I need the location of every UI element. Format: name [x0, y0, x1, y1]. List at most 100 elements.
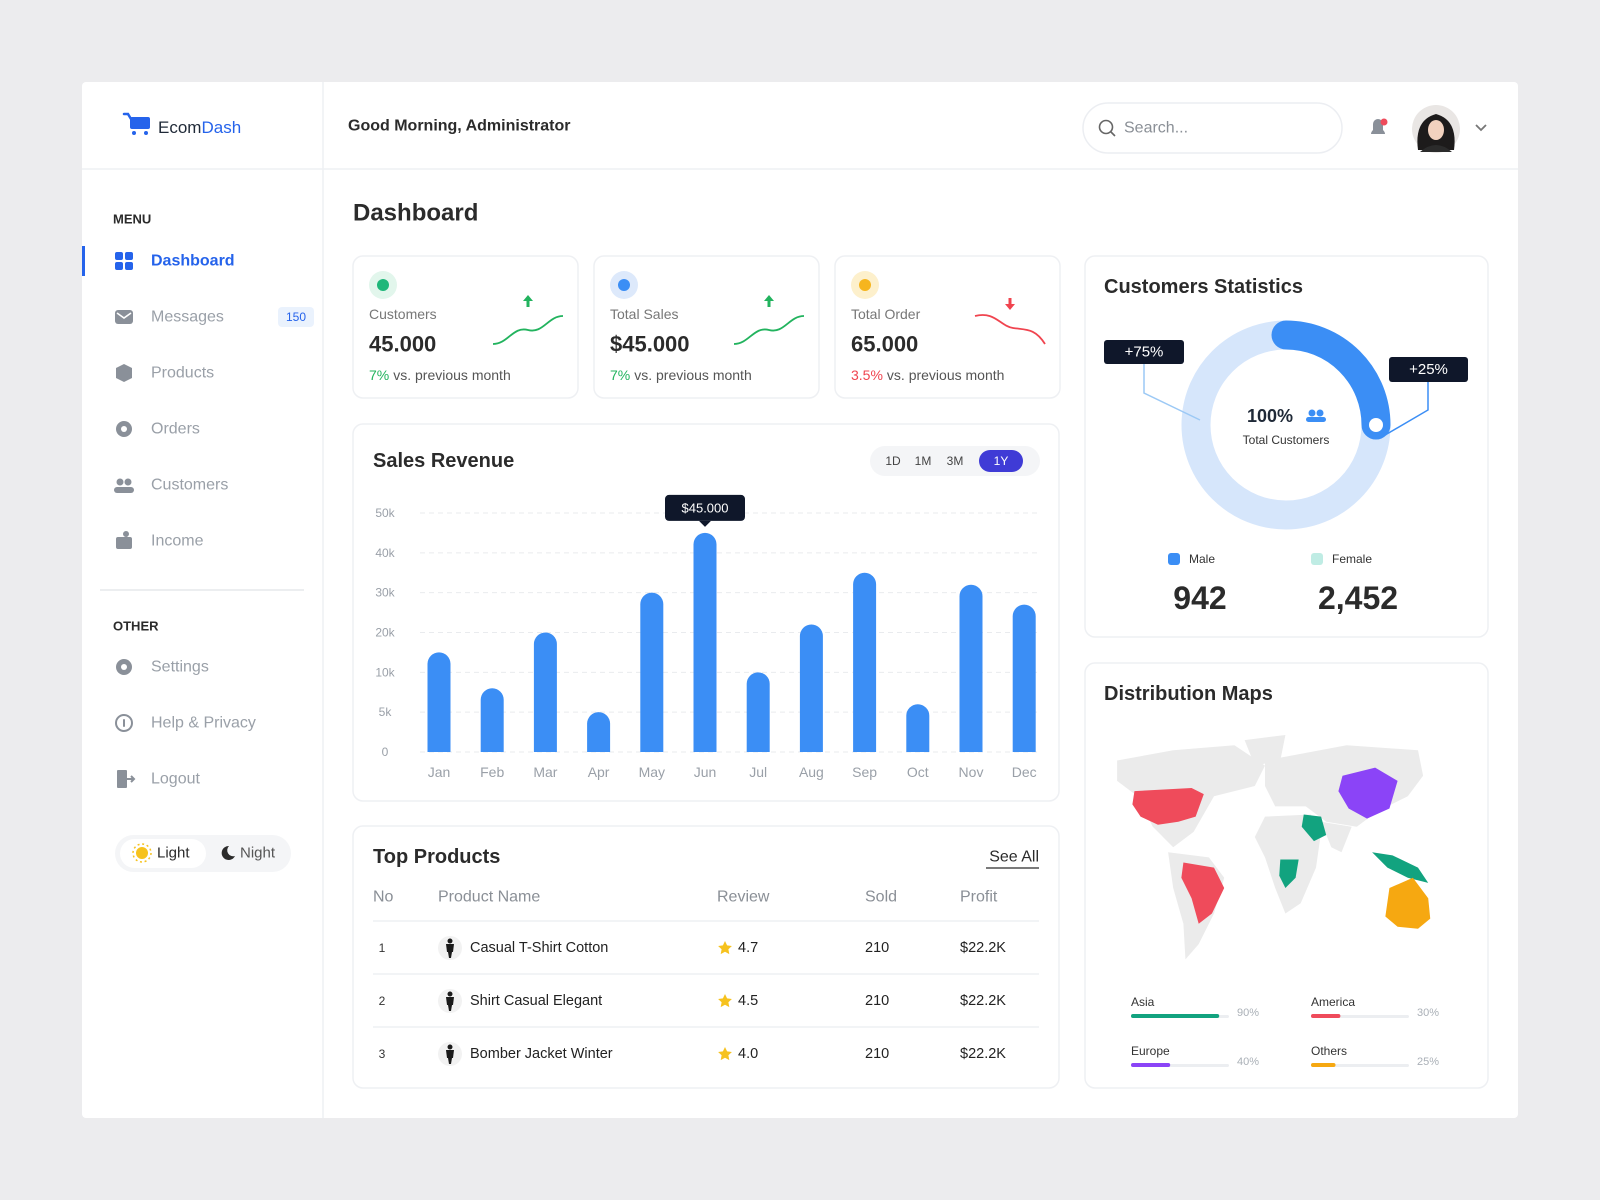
menu-icon	[115, 310, 133, 324]
see-all[interactable]: See All	[989, 849, 1039, 866]
cell-no: 1	[379, 941, 386, 955]
range-button[interactable]: 3M	[947, 454, 964, 468]
stat-value: 45.000	[369, 332, 436, 357]
progress-bar	[1131, 1014, 1220, 1018]
tooltip-pointer	[699, 520, 711, 527]
region-percent: 30%	[1417, 1007, 1439, 1019]
x-tick-label: May	[639, 764, 665, 780]
menu-item[interactable]: Products	[151, 365, 214, 382]
card	[352, 255, 579, 399]
badge	[278, 307, 314, 327]
stat-value: $45.000	[610, 332, 690, 357]
region-name: America	[1311, 995, 1355, 1009]
search-box[interactable]: Search...	[1082, 102, 1343, 154]
bar	[1012, 604, 1036, 752]
theme-option[interactable]: Night	[240, 845, 276, 862]
bar	[427, 652, 451, 752]
menu-item[interactable]: Dashboard	[151, 253, 235, 270]
value-label-box	[1104, 340, 1184, 364]
icon-part	[114, 487, 134, 493]
search-icon	[1098, 119, 1114, 135]
map-region	[1385, 877, 1431, 929]
menu-item[interactable]: Orders	[151, 421, 200, 438]
card	[593, 255, 820, 399]
stat-change: 3.5% vs. previous month	[851, 367, 1004, 383]
map-region	[1181, 862, 1225, 924]
bar	[587, 712, 611, 752]
y-tick-label: 10k	[375, 665, 395, 679]
moon-icon	[221, 845, 235, 860]
cell-name: Shirt Casual Elegant	[470, 993, 602, 1009]
product-figure	[446, 1050, 454, 1064]
bar	[959, 584, 983, 752]
bar	[480, 688, 504, 752]
menu-icon	[116, 421, 132, 437]
menu-item[interactable]: Settings	[151, 659, 209, 676]
cell-review: 4.7	[738, 940, 758, 956]
menu-item[interactable]: Income	[151, 533, 204, 550]
bar	[640, 592, 664, 752]
menu-item[interactable]: Logout	[151, 771, 200, 788]
cell-profit: $22.2K	[960, 1046, 1006, 1062]
cell-no: 3	[379, 1047, 386, 1061]
product-figure	[447, 1044, 453, 1050]
y-tick-label: 0	[382, 745, 389, 759]
icon-part	[116, 537, 132, 549]
search-icon	[1110, 131, 1116, 137]
icon-part	[123, 719, 125, 727]
range-button[interactable]: 1D	[885, 454, 901, 468]
cell-sold: 210	[865, 940, 889, 956]
value-label-box	[1389, 357, 1468, 382]
y-tick-label: 40k	[375, 546, 395, 560]
donut-center: 100%	[1247, 406, 1293, 426]
trend-arrow	[1005, 298, 1015, 310]
stat-change: 7% vs. previous month	[610, 367, 752, 383]
icon-part	[117, 770, 127, 788]
brand-part: Ecom	[158, 118, 201, 137]
search-placeholder: Search...	[1124, 120, 1188, 137]
cell-name: Casual T-Shirt Cotton	[470, 940, 608, 956]
chevron[interactable]	[1475, 124, 1487, 132]
product-figure	[447, 991, 453, 997]
x-tick-label: Dec	[1012, 764, 1037, 780]
sparkline	[733, 315, 805, 345]
menu-item[interactable]: Messages	[151, 309, 224, 326]
y-tick-label: 5k	[379, 705, 393, 719]
stat-value: 65.000	[851, 332, 918, 357]
map-region	[1132, 788, 1204, 825]
column-header: Profit	[960, 889, 998, 906]
active-indicator	[82, 246, 85, 276]
region-percent: 40%	[1237, 1056, 1259, 1068]
map-region	[1338, 767, 1398, 819]
donut-sublabel: Total Customers	[1243, 433, 1330, 447]
logo-icon	[144, 131, 148, 135]
column-header: Sold	[865, 889, 897, 906]
range-button[interactable]: 1M	[915, 454, 932, 468]
search-field[interactable]	[1082, 102, 1343, 154]
legend-swatch	[1311, 553, 1323, 565]
y-tick-label: 20k	[375, 626, 395, 640]
x-tick-label: Feb	[480, 764, 504, 780]
label-connector	[1379, 382, 1429, 439]
theme-option[interactable]: Light	[157, 845, 190, 862]
range-button[interactable]: 1Y	[994, 454, 1009, 468]
menu-icon	[115, 714, 133, 732]
brand: EcomDash	[158, 118, 241, 137]
tooltip	[665, 494, 745, 521]
change-value: 7%	[369, 367, 389, 383]
theme-active	[120, 839, 206, 868]
map-region	[1301, 814, 1327, 842]
card	[834, 255, 1061, 399]
menu-item[interactable]: Help & Privacy	[151, 715, 256, 732]
chart-title: Customers Statistics	[1104, 276, 1303, 298]
greeting: Good Morning, Administrator	[348, 118, 571, 135]
menu-item[interactable]: Customers	[151, 477, 228, 494]
cell-sold: 210	[865, 993, 889, 1009]
table-title: Top Products	[373, 846, 500, 868]
cell-profit: $22.2K	[960, 940, 1006, 956]
value-label: +25%	[1409, 361, 1448, 378]
menu-icon	[117, 770, 136, 788]
menu-icon	[116, 659, 132, 675]
x-tick-label: Apr	[588, 764, 610, 780]
column-header: Review	[717, 889, 770, 906]
